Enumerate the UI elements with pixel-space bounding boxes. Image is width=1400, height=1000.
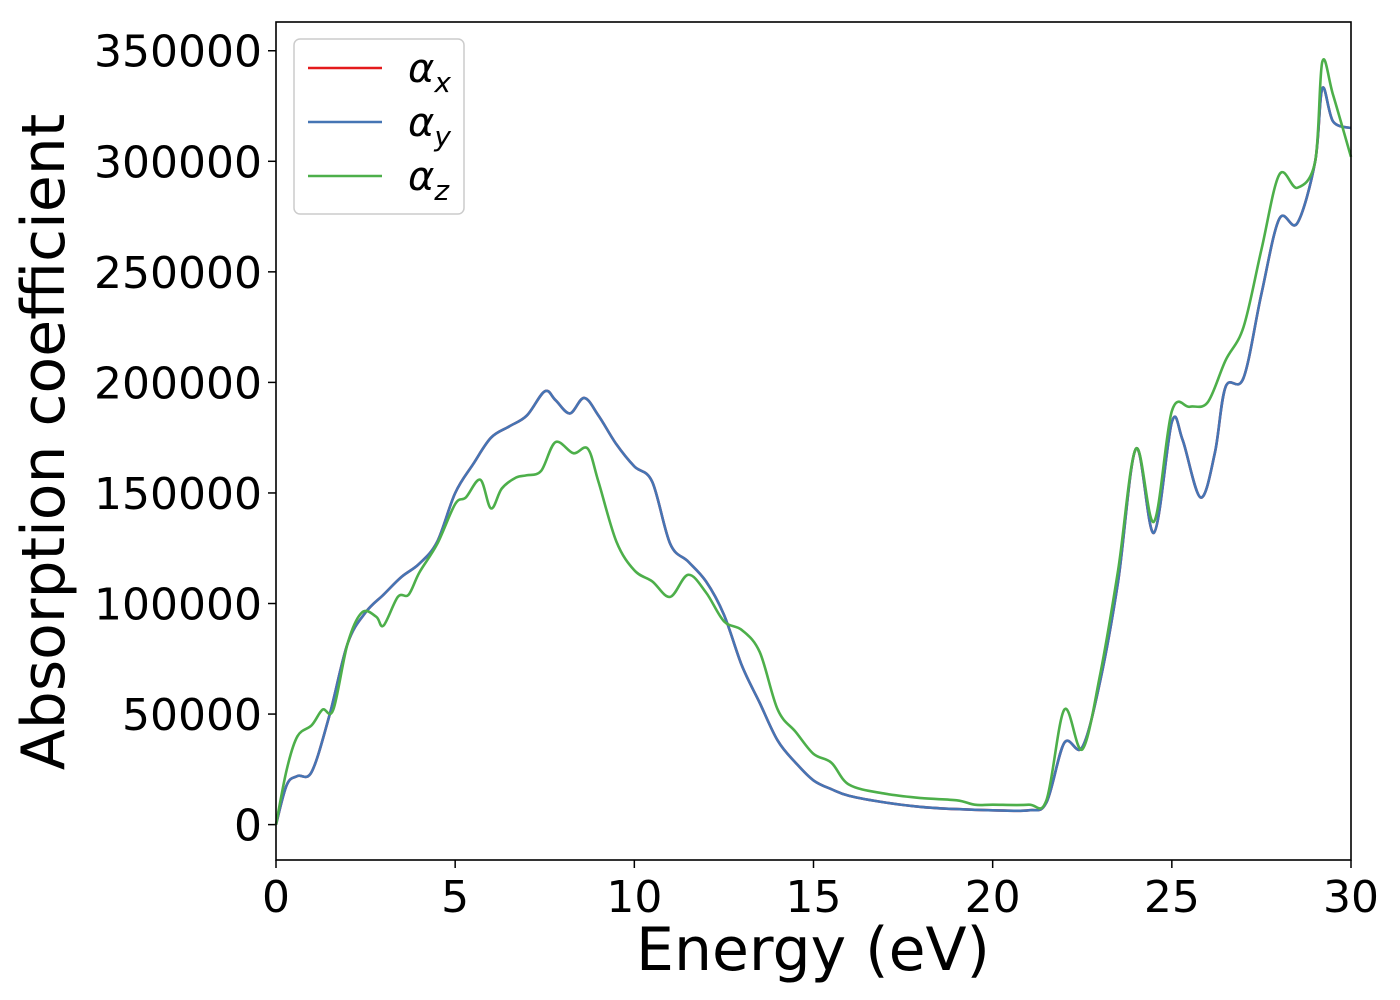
y-tick-label: 0 xyxy=(234,801,262,852)
y-tick-label: 200000 xyxy=(94,358,262,409)
x-tick-label: 0 xyxy=(262,872,290,923)
x-tick-label: 30 xyxy=(1323,872,1379,923)
series-lines xyxy=(274,58,1353,825)
y-tick-label: 100000 xyxy=(94,580,262,631)
y-axis-title: Absorption coefficient xyxy=(9,114,79,771)
x-tick-label: 10 xyxy=(606,872,662,923)
y-tick-label: 150000 xyxy=(94,469,262,520)
legend-label-x: αx xyxy=(408,46,451,99)
x-tick-labels: 0 5 10 15 20 25 30 xyxy=(262,860,1379,923)
y-tick-label: 350000 xyxy=(94,27,262,78)
y-tick-labels: 0 50000 100000 150000 200000 250000 300000 3500… xyxy=(94,27,276,852)
y-tick-label: 50000 xyxy=(122,690,262,741)
y-tick-label: 250000 xyxy=(94,248,262,299)
plot-frame xyxy=(275,21,1352,861)
x-tick-label: 20 xyxy=(965,872,1021,923)
legend-label-y: αy xyxy=(408,100,451,153)
y-tick-label: 300000 xyxy=(94,137,262,188)
x-tick-label: 5 xyxy=(441,872,469,923)
x-tick-label: 25 xyxy=(1144,872,1200,923)
legend-box xyxy=(293,38,465,215)
series-line-z xyxy=(274,58,1353,825)
legend-label-z: αz xyxy=(408,154,450,207)
x-axis-title: Energy (eV) xyxy=(636,915,990,985)
x-tick-label: 15 xyxy=(786,872,842,923)
